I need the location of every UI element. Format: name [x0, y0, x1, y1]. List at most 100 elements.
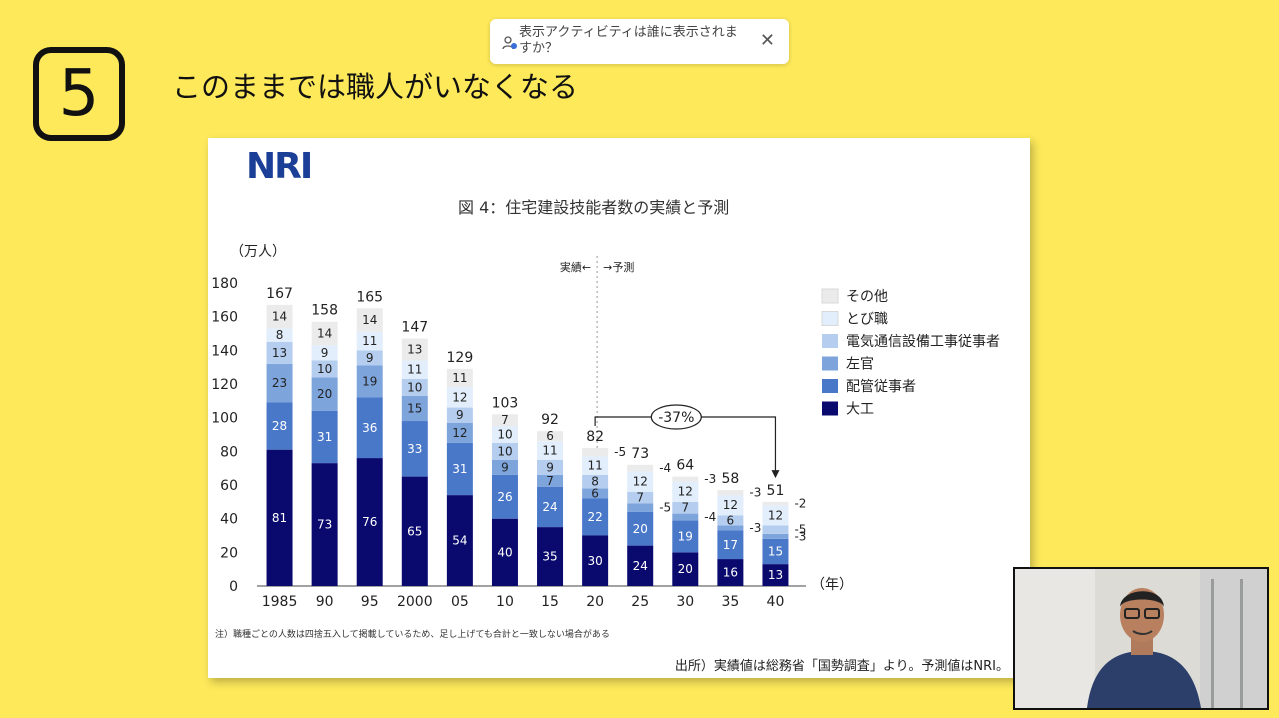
data-label: 7 — [546, 474, 554, 488]
bar-segment — [356, 397, 383, 459]
data-label: 22 — [587, 510, 602, 524]
activity-visibility-toast[interactable]: 表示アクティビティは誰に表示されますか？ ✕ — [490, 19, 789, 64]
presenter-video-tile[interactable] — [1013, 567, 1269, 710]
slide-number-badge: 5 — [33, 47, 125, 141]
bar-segment — [672, 520, 699, 553]
bar-segment — [401, 378, 428, 396]
data-label: 35 — [542, 550, 557, 564]
bar-segment — [491, 414, 518, 427]
legend-label: 配管従事者 — [846, 379, 916, 395]
total-label: 129 — [447, 350, 474, 366]
data-label: 6 — [727, 513, 735, 527]
legend-swatch — [822, 401, 838, 416]
data-label: 8 — [591, 475, 599, 489]
x-tick-label: 15 — [541, 594, 559, 610]
bar-segment — [401, 360, 428, 379]
legend-swatch — [821, 311, 839, 326]
total-label: 51 — [767, 483, 785, 499]
nri-logo: NRI — [246, 146, 313, 187]
slide-title: このままでは職人がいなくなる — [172, 70, 579, 104]
data-label: 11 — [407, 363, 422, 377]
data-label: -3 — [749, 521, 761, 535]
data-label: 15 — [407, 401, 422, 415]
x-tick-label: 05 — [451, 594, 469, 610]
x-tick-label: 30 — [676, 594, 694, 610]
bar-segment — [356, 458, 383, 586]
bar-segment — [762, 533, 789, 539]
data-label: 13 — [768, 568, 783, 582]
bar-segment — [311, 321, 338, 346]
total-label: 167 — [266, 286, 293, 302]
data-label: 40 — [497, 545, 512, 559]
bar-segment — [627, 471, 654, 492]
bar-segment — [446, 387, 473, 408]
y-tick-label: 20 — [220, 545, 238, 561]
x-tick-label: 95 — [361, 594, 379, 610]
data-label: 24 — [542, 500, 557, 514]
bar-segment — [266, 449, 293, 586]
data-label: 20 — [678, 562, 693, 576]
legend-label: 電気通信設備工事従事者 — [846, 334, 1000, 350]
total-label: 58 — [721, 471, 739, 487]
data-label: 12 — [452, 390, 467, 404]
bar-segment — [401, 338, 428, 361]
bar-segment — [446, 368, 473, 388]
bar-segment — [446, 495, 473, 586]
data-label: 12 — [678, 485, 693, 499]
bar-segment — [311, 345, 338, 361]
data-label: -3 — [704, 472, 716, 486]
bar-segment — [582, 498, 609, 536]
data-label: 30 — [587, 554, 602, 568]
data-label: 33 — [407, 442, 422, 456]
total-label: 103 — [492, 395, 519, 411]
person-activity-icon — [502, 36, 517, 50]
total-label: 165 — [356, 289, 383, 305]
data-label: 11 — [452, 371, 467, 385]
data-label: 12 — [723, 498, 738, 512]
x-tick-label: 1985 — [262, 594, 298, 610]
bar-segment — [537, 459, 564, 475]
bar-segment — [582, 488, 609, 499]
data-label: 81 — [272, 511, 287, 525]
data-label: 11 — [587, 459, 602, 473]
bar-segment — [717, 559, 744, 586]
legend-swatch — [822, 356, 838, 371]
bar-segment — [266, 363, 293, 403]
close-icon[interactable]: ✕ — [759, 30, 775, 51]
total-label: 64 — [676, 458, 694, 474]
y-tick-label: 80 — [220, 444, 238, 460]
data-label: 6 — [591, 486, 599, 500]
data-label: 76 — [362, 515, 377, 529]
bar-segment — [582, 456, 609, 475]
bar-segment — [401, 395, 428, 422]
data-label: 10 — [317, 362, 332, 376]
data-label: 15 — [768, 544, 783, 558]
bar-segment — [401, 476, 428, 586]
bar-segment — [717, 525, 744, 531]
presenter-image — [1015, 569, 1267, 708]
data-label: 65 — [407, 524, 422, 538]
bar-segment — [762, 505, 789, 526]
data-label: 20 — [317, 387, 332, 401]
data-label: 9 — [456, 408, 464, 422]
legend-swatch — [821, 288, 839, 304]
bar-segment — [446, 422, 473, 443]
data-label: 17 — [723, 538, 738, 552]
data-label: -3 — [749, 486, 761, 500]
annotation-label: -37% — [658, 410, 694, 426]
chart-title: 図 4：住宅建設技能者数の実績と予測 — [458, 198, 730, 217]
data-label: 12 — [768, 508, 783, 522]
data-label: 9 — [501, 460, 509, 474]
data-label: 10 — [497, 444, 512, 458]
bar-segment — [537, 431, 564, 442]
y-tick-label: 120 — [211, 377, 238, 393]
bar-segment — [311, 360, 338, 378]
bar-segment — [537, 441, 564, 460]
data-label: 19 — [678, 529, 693, 543]
bar-segment — [672, 476, 699, 482]
y-tick-label: 60 — [220, 478, 238, 494]
data-label: -5 — [614, 445, 626, 459]
bar-segment — [762, 564, 789, 586]
data-label: -5 — [659, 501, 671, 515]
